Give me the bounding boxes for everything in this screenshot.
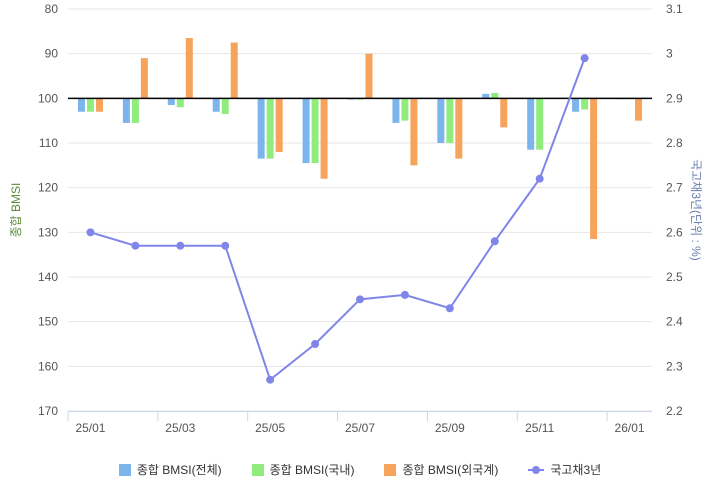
bar bbox=[491, 92, 499, 99]
y-right-tick-label: 3.1 bbox=[666, 2, 683, 16]
y-right-tick-label: 3 bbox=[666, 47, 673, 61]
bar bbox=[455, 98, 463, 159]
legend-label: 종합 BMSI(외국계) bbox=[402, 463, 499, 477]
x-tick-label: 25/11 bbox=[525, 421, 554, 435]
bar bbox=[266, 98, 274, 159]
line-point bbox=[490, 237, 499, 246]
y-right-tick-label: 2.5 bbox=[666, 270, 683, 284]
line-point bbox=[356, 295, 364, 304]
bar bbox=[410, 98, 418, 166]
bar bbox=[131, 98, 139, 123]
legend-item[interactable]: 국고채3년 bbox=[528, 461, 601, 478]
y-right-axis-title: 국고채3년(단위 : %) bbox=[689, 159, 703, 261]
bar bbox=[500, 98, 508, 128]
legend-item[interactable]: 종합 BMSI(전체) bbox=[118, 461, 222, 478]
y-left-tick-label: 170 bbox=[38, 404, 58, 418]
bar bbox=[392, 98, 400, 123]
legend-label: 국고채3년 bbox=[550, 463, 602, 477]
y-right-tick-label: 2.4 bbox=[666, 315, 683, 329]
bar bbox=[365, 53, 373, 99]
bar bbox=[86, 98, 94, 112]
legend-label: 종합 BMSI(국내) bbox=[269, 463, 355, 477]
line-point bbox=[400, 290, 409, 299]
y-left-tick-label: 80 bbox=[45, 2, 59, 16]
y-right-tick-label: 2.7 bbox=[666, 181, 683, 195]
line-point bbox=[131, 241, 140, 250]
bar bbox=[140, 58, 148, 99]
x-tick-label: 25/01 bbox=[75, 421, 105, 435]
line-point bbox=[176, 241, 185, 250]
bar bbox=[176, 98, 184, 108]
bar bbox=[167, 98, 175, 106]
legend-label: 종합 BMSI(전체) bbox=[136, 463, 222, 477]
y-left-tick-label: 130 bbox=[38, 225, 58, 239]
x-tick-label: 25/09 bbox=[435, 421, 465, 435]
chart-legend: 종합 BMSI(전체) 종합 BMSI(국내) 종합 BMSI(외국계) 국고채3년 bbox=[0, 461, 720, 478]
line-point bbox=[86, 228, 95, 237]
line-point bbox=[535, 174, 544, 183]
bar bbox=[311, 98, 319, 164]
bar bbox=[527, 98, 535, 150]
legend-swatch bbox=[251, 463, 264, 476]
y-left-tick-label: 90 bbox=[45, 47, 59, 61]
line-point bbox=[580, 54, 589, 63]
y-right-tick-label: 2.2 bbox=[666, 404, 683, 418]
y-left-tick-label: 120 bbox=[38, 181, 58, 195]
legend-item[interactable]: 종합 BMSI(국내) bbox=[251, 461, 355, 478]
y-left-tick-label: 160 bbox=[38, 359, 58, 373]
bar bbox=[446, 98, 454, 143]
line-series-path bbox=[90, 57, 586, 382]
bar bbox=[302, 98, 310, 164]
bar bbox=[275, 98, 283, 152]
bar bbox=[437, 98, 445, 143]
bar bbox=[482, 93, 490, 99]
bar bbox=[221, 98, 229, 114]
legend-line-marker bbox=[528, 464, 545, 476]
legend-swatch bbox=[384, 463, 397, 476]
legend-swatch bbox=[118, 463, 131, 476]
bar bbox=[635, 98, 643, 121]
bar bbox=[185, 38, 193, 99]
line-point bbox=[266, 375, 275, 384]
bar bbox=[401, 98, 409, 121]
y-right-tick-label: 2.8 bbox=[666, 136, 683, 150]
y-left-tick-label: 100 bbox=[38, 91, 58, 105]
legend-item[interactable]: 종합 BMSI(외국계) bbox=[384, 461, 498, 478]
bar bbox=[320, 98, 328, 179]
y-right-tick-label: 2.6 bbox=[666, 225, 683, 239]
x-tick-label: 25/07 bbox=[345, 421, 375, 435]
x-tick-label: 26/01 bbox=[615, 421, 645, 435]
x-tick-label: 25/05 bbox=[255, 421, 285, 435]
bar bbox=[581, 98, 589, 110]
x-tick-label: 25/03 bbox=[165, 421, 195, 435]
bar bbox=[257, 98, 265, 159]
bar bbox=[536, 98, 544, 150]
y-left-tick-label: 110 bbox=[39, 136, 58, 150]
bar bbox=[572, 98, 580, 112]
bar bbox=[212, 98, 220, 112]
bar bbox=[230, 42, 238, 99]
line-point bbox=[221, 241, 230, 250]
y-left-tick-label: 150 bbox=[38, 315, 58, 329]
bar bbox=[95, 98, 103, 112]
y-right-tick-label: 2.9 bbox=[666, 91, 683, 105]
y-right-tick-label: 2.3 bbox=[666, 359, 683, 373]
bar bbox=[77, 98, 85, 112]
bar bbox=[590, 98, 598, 240]
y-left-axis-title: 종합 BMSI bbox=[9, 183, 23, 238]
line-point bbox=[311, 340, 320, 348]
y-left-tick-label: 140 bbox=[38, 270, 58, 284]
bar bbox=[122, 98, 130, 123]
line-point bbox=[445, 304, 454, 313]
